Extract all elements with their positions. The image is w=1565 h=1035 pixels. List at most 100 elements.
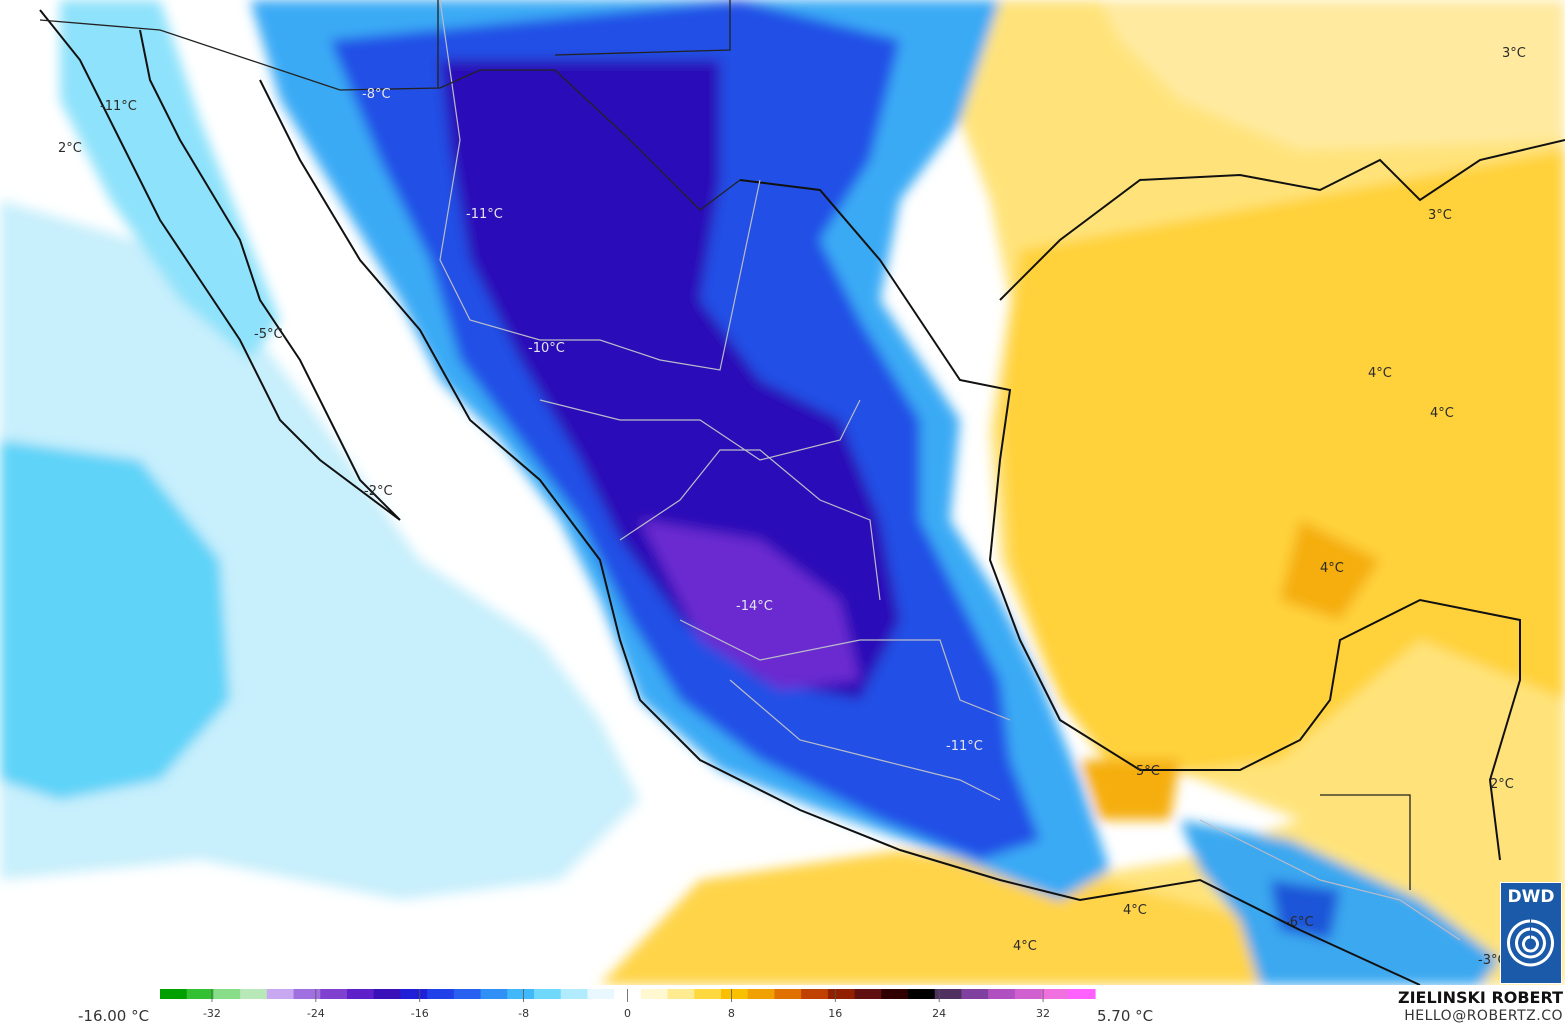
map-labels: -11°C 2°C -8°C -11°C -5°C -10°C -2°C -14°C -11°C… <box>58 46 1526 968</box>
temperature-label: -14°C <box>736 599 773 614</box>
temperature-label: 3°C <box>1428 208 1452 223</box>
border-line <box>679 619 1011 721</box>
colorbar-cell <box>934 989 963 999</box>
dwd-logo-text: DWD <box>1507 887 1555 907</box>
colorbar-tick-label: -16 <box>411 1007 429 1020</box>
colorbar-cell <box>534 989 562 999</box>
spiral-icon <box>1507 919 1554 967</box>
colorbar-cell <box>827 989 856 999</box>
temperature-label: -2°C <box>364 484 393 499</box>
colorbar-ticks: -32 -24 -16 -8 0 8 16 24 32 <box>203 989 1050 1020</box>
us-border-north <box>437 0 731 88</box>
state-borders <box>439 0 1461 941</box>
colorbar-cell <box>293 989 321 999</box>
colorbar-tick-label: 16 <box>828 1007 842 1020</box>
temperature-label: 5°C <box>1136 764 1160 779</box>
colorbar-cell <box>453 989 482 999</box>
author-name: ZIELINSKI ROBERT <box>1397 988 1563 1007</box>
colorbar-cell <box>961 989 989 999</box>
temperature-label: -5°C <box>254 327 283 342</box>
colorbar-cell <box>908 989 936 999</box>
colorbar-cells <box>160 989 1096 999</box>
temperature-map: -11°C 2°C -8°C -11°C -5°C -10°C -2°C -14°C -11°C… <box>0 0 1565 985</box>
colorbar-cell <box>347 989 375 999</box>
cold-field-central-america <box>1180 820 1500 985</box>
temperature-label: -8°C <box>362 87 391 102</box>
colorbar-cell <box>587 989 615 999</box>
colorbar-cell <box>320 989 348 999</box>
colorbar-cell <box>240 989 268 999</box>
colorbar-cell <box>1068 989 1096 999</box>
temperature-label: 4°C <box>1123 903 1147 918</box>
colorbar-cell <box>881 989 909 999</box>
cold-field-deep <box>440 60 900 700</box>
us-gulf-coast <box>999 139 1565 301</box>
colorbar-cell <box>747 989 776 999</box>
colorbar-cell <box>1014 989 1043 999</box>
colorbar-cell <box>988 989 1016 999</box>
colorbar-cell <box>694 989 722 999</box>
us-mexico-border <box>39 19 741 211</box>
colorbar-tick-label: -32 <box>203 1007 221 1020</box>
colorbar-cell <box>266 989 295 999</box>
temperature-label: 4°C <box>1320 561 1344 576</box>
colorbar-cell <box>427 989 455 999</box>
temperature-label: 4°C <box>1013 939 1037 954</box>
warm-field-pacific-south <box>600 850 1400 985</box>
legend-min-label: -16.00 °C <box>78 1007 150 1025</box>
temperature-label: -10°C <box>528 341 565 356</box>
temperature-label: -3°C <box>1478 953 1507 968</box>
colorbar-tick-label: -8 <box>518 1007 529 1020</box>
coastlines <box>39 9 1565 985</box>
colorbar-cell <box>186 989 215 999</box>
colorbar-tick-label: 32 <box>1036 1007 1050 1020</box>
colorbar-cell <box>373 989 402 999</box>
legend-footer: -16.00 °C -32 -24 -16 -8 0 8 16 24 32 5.70 °C ZI… <box>0 985 1565 1035</box>
temperature-label: 4°C <box>1430 406 1454 421</box>
colorbar-tick-label: -24 <box>307 1007 325 1020</box>
colorbar-cell <box>774 989 802 999</box>
colorbar: -32 -24 -16 -8 0 8 16 24 32 <box>160 989 1096 1020</box>
border-line <box>619 449 881 601</box>
temperature-label: 4°C <box>1368 366 1392 381</box>
dwd-logo: DWD <box>1500 882 1562 984</box>
colorbar-cell <box>160 989 188 999</box>
colorbar-cell <box>854 989 882 999</box>
colorbar-tick-label: 8 <box>728 1007 735 1020</box>
warm-field-core <box>1000 150 1565 780</box>
border-line <box>1199 819 1461 941</box>
cold-field-core <box>640 520 860 690</box>
cool-field-baja-west <box>60 0 280 360</box>
colorbar-cell <box>1041 989 1069 999</box>
colorbar-cell <box>560 989 589 999</box>
colorbar-cell <box>640 989 669 999</box>
temperature-label: 3°C <box>1502 46 1526 61</box>
cold-field-central-america-deep <box>1270 880 1340 940</box>
temperature-label: -11°C <box>946 739 983 754</box>
mainland-west-coast <box>259 79 1421 985</box>
temperature-label: 2°C <box>1490 777 1514 792</box>
national-borders <box>39 0 1411 890</box>
colorbar-cell <box>801 989 829 999</box>
border-line <box>729 679 1001 801</box>
temperature-label: -6°C <box>1285 915 1314 930</box>
legend-max-label: 5.70 °C <box>1097 1007 1154 1025</box>
map-canvas: -11°C 2°C -8°C -11°C -5°C -10°C -2°C -14°C -11°C… <box>0 0 1565 985</box>
colorbar-cell <box>667 989 695 999</box>
border-line <box>539 399 861 461</box>
temperature-label: -11°C <box>100 99 137 114</box>
colorbar-cell <box>721 989 749 999</box>
warm-field-orange <box>1080 520 1380 820</box>
pacific-coast-mexico <box>39 9 401 521</box>
author-email: HELLO@ROBERTZ.CO <box>1404 1008 1563 1024</box>
colorbar-cell <box>480 989 508 999</box>
colorbar-cell <box>400 989 428 999</box>
colorbar-cell <box>213 989 241 999</box>
temperature-fields <box>0 0 1565 985</box>
colorbar-cell <box>507 989 535 999</box>
colorbar-tick-label: 0 <box>624 1007 631 1020</box>
guatemala-border <box>1320 794 1411 890</box>
cool-field-pacific-cyan <box>0 440 230 800</box>
temperature-label: 2°C <box>58 141 82 156</box>
border-line <box>439 0 761 371</box>
